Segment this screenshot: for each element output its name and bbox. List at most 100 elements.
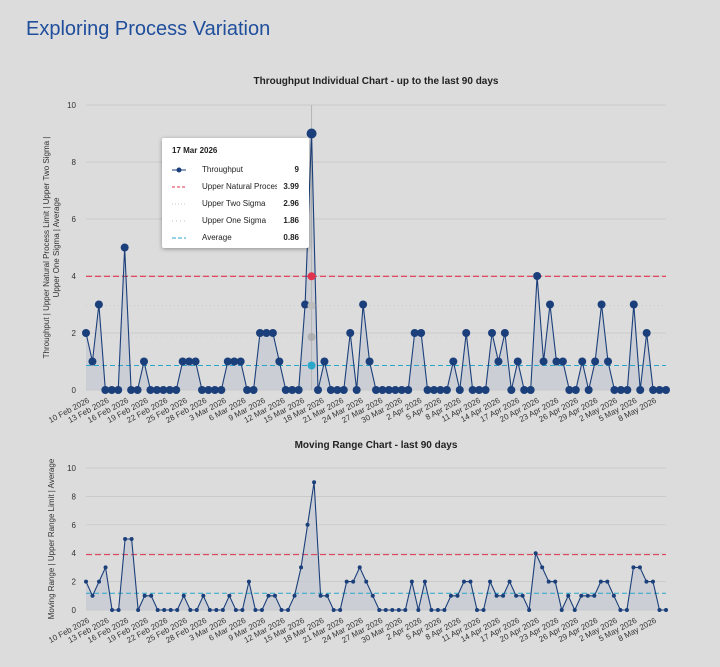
data-point (566, 593, 571, 598)
data-point (494, 593, 499, 598)
data-point (103, 565, 108, 570)
chart-2: Moving Range Chart - last 90 days 0 2 4 6 8 10… (47, 440, 668, 645)
tooltip-row-two-sigma: Upper Two Sigma 2.96 (172, 195, 299, 212)
data-point (397, 386, 406, 394)
data-point (320, 357, 329, 366)
tooltip-value: 2.96 (283, 199, 299, 208)
data-point (149, 593, 154, 598)
highlight-point (306, 128, 317, 139)
y-tick-label: 10 (67, 101, 76, 110)
data-point (559, 608, 564, 612)
y-tick-label: 0 (72, 386, 77, 395)
data-point (604, 357, 612, 366)
data-point (611, 593, 616, 598)
data-point (233, 608, 238, 612)
data-point (162, 608, 167, 612)
data-point (507, 579, 512, 584)
average-swatch-icon (172, 233, 186, 243)
data-point (243, 386, 252, 394)
data-point (494, 357, 503, 366)
tooltip-title: 17 Mar 2026 (172, 146, 218, 155)
data-point (514, 593, 519, 598)
data-point (553, 579, 558, 584)
y-axis-label: Moving Range | Upper Range Limit | Avera… (47, 458, 56, 619)
data-point (299, 565, 304, 570)
data-point (598, 579, 603, 584)
y-tick-label: 0 (72, 606, 77, 615)
y-tick-label: 6 (72, 215, 77, 224)
data-point (88, 357, 97, 366)
data-point (591, 357, 600, 366)
data-point (188, 608, 193, 612)
data-point (540, 565, 545, 570)
data-point (636, 386, 645, 394)
chart-tooltip: 17 Mar 2026 Throughput 9 Upper Natural P… (162, 138, 309, 248)
y-tick-label: 10 (67, 464, 76, 473)
highlight-reference-point (307, 361, 316, 370)
data-point (181, 593, 186, 598)
data-point (90, 593, 95, 598)
data-point (152, 386, 161, 394)
data-point (333, 386, 342, 394)
tooltip-row-one-sigma: Upper One Sigma 1.86 (172, 212, 299, 229)
data-point (246, 579, 251, 584)
throughput-swatch-icon (172, 165, 186, 175)
data-point (584, 386, 593, 394)
data-point (390, 608, 395, 612)
data-point (448, 593, 453, 598)
data-point (384, 386, 393, 394)
data-point (279, 608, 284, 612)
tooltip-label: Upper Natural Proces... (202, 182, 277, 191)
data-point (468, 579, 473, 584)
data-point (500, 329, 509, 337)
data-point (236, 357, 245, 366)
data-point (417, 329, 426, 337)
data-point (142, 593, 147, 598)
data-point (422, 579, 427, 584)
data-point (351, 579, 356, 584)
data-point (520, 386, 529, 394)
data-point (301, 300, 310, 309)
data-point (650, 579, 655, 584)
data-point (129, 537, 134, 541)
data-point (249, 386, 258, 394)
data-point (82, 329, 90, 337)
data-point (314, 386, 322, 394)
y-tick-label: 4 (72, 549, 77, 558)
data-point (178, 357, 187, 366)
data-point (481, 608, 486, 612)
data-point (201, 593, 206, 598)
data-point (262, 329, 271, 337)
y-axis-label: Throughput | Upper Natural Process Limit… (42, 137, 61, 359)
data-point (292, 593, 297, 598)
data-point (461, 579, 466, 584)
data-point (442, 608, 447, 612)
data-point (217, 386, 226, 394)
tooltip-label: Upper Two Sigma (202, 199, 266, 208)
data-point (288, 386, 297, 394)
data-point (616, 386, 625, 394)
data-point (146, 386, 155, 394)
two-sigma-swatch-icon (172, 199, 186, 209)
data-point (94, 300, 103, 309)
data-point (114, 386, 123, 394)
data-point (623, 386, 632, 394)
data-point (423, 386, 432, 394)
data-point (377, 608, 382, 612)
data-point (198, 386, 206, 394)
data-point (312, 480, 317, 485)
data-point (513, 357, 522, 366)
data-point (468, 386, 477, 394)
data-point (435, 608, 440, 612)
data-point (631, 565, 636, 570)
data-point (527, 608, 532, 612)
data-point (204, 386, 213, 394)
data-point (136, 608, 141, 612)
data-point (364, 579, 369, 584)
data-point (610, 386, 619, 394)
data-point (442, 386, 451, 394)
data-point (436, 386, 445, 394)
data-point (256, 329, 264, 337)
y-tick-label: 8 (72, 158, 77, 167)
